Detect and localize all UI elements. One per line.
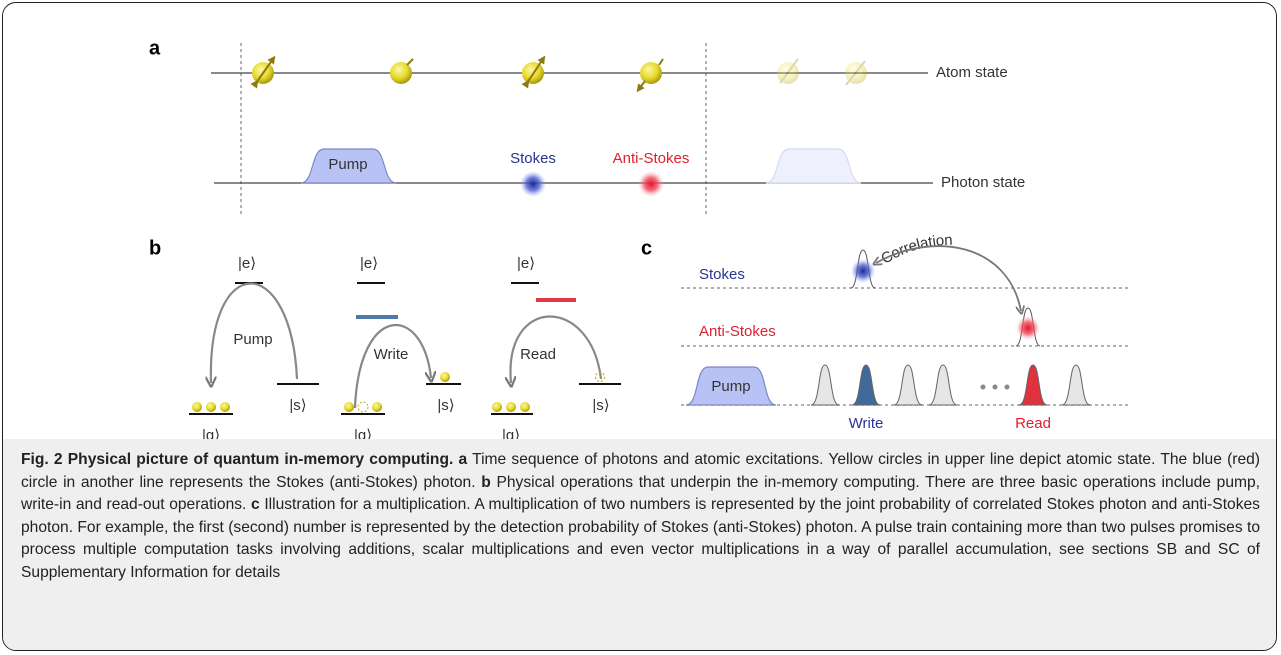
line-label: Photon state	[941, 174, 1025, 191]
pulse-label: Pump	[328, 156, 367, 173]
graphic	[344, 402, 354, 412]
operation-label: Write	[374, 346, 409, 363]
graphic	[659, 59, 663, 65]
ket: |s⟩	[592, 397, 609, 414]
ket: |s⟩	[437, 397, 454, 414]
graphic	[981, 385, 986, 390]
panel-label: a	[149, 37, 161, 59]
caption-panel-label: c	[251, 496, 260, 513]
pulse-label: Read	[1015, 415, 1051, 432]
operation-label: Pump	[233, 331, 272, 348]
ket: |e⟩	[360, 255, 378, 272]
pulse-train	[811, 365, 1090, 405]
level-diagram: |e⟩ |g⟩ |s⟩ Pump	[189, 255, 319, 439]
row-label: Stokes	[699, 266, 745, 283]
correlation-label: Correlation	[878, 232, 953, 268]
graphic	[811, 365, 839, 405]
ket: |g⟩	[354, 427, 372, 439]
graphic	[1062, 365, 1090, 405]
graphic	[506, 402, 516, 412]
ket: |e⟩	[238, 255, 256, 272]
anti-stokes-photon	[1016, 316, 1040, 340]
pulse-label: Pump	[711, 378, 750, 395]
graphic	[344, 372, 450, 412]
panel-label: c	[641, 237, 652, 259]
photon-label: Stokes	[510, 150, 556, 167]
level-diagram: |e⟩ |g⟩ |s⟩ Read	[491, 255, 621, 439]
caption-panel-label: b	[481, 474, 491, 491]
graphic	[492, 373, 605, 413]
figure: a Atom state Photon state Pump Stokes An…	[3, 3, 1277, 439]
graphic	[852, 365, 880, 405]
caption-title: Fig. 2 Physical picture of quantum in-me…	[21, 451, 453, 468]
graphic	[639, 81, 645, 89]
correlation-label: Correlation	[878, 232, 953, 268]
stokes-photon	[851, 259, 875, 283]
line-label: Atom state	[936, 64, 1008, 81]
graphic	[640, 62, 662, 84]
graphic	[407, 59, 413, 65]
graphic	[390, 62, 412, 84]
graphic	[192, 402, 202, 412]
figure-frame: a Atom state Photon state Pump Stokes An…	[2, 2, 1277, 651]
caption-panel-label: a	[459, 451, 468, 468]
caption: Fig. 2 Physical picture of quantum in-me…	[3, 439, 1277, 651]
atoms	[252, 59, 867, 89]
graphic	[1005, 385, 1010, 390]
graphic	[206, 402, 216, 412]
graphic	[981, 385, 1010, 390]
photon-label: Anti-Stokes	[613, 150, 690, 167]
ket: |s⟩	[289, 397, 306, 414]
row-label: Anti-Stokes	[699, 323, 776, 340]
stokes-photon	[520, 171, 546, 197]
ket: |g⟩	[502, 427, 520, 439]
graphic	[440, 372, 450, 382]
graphic	[220, 402, 230, 412]
level-diagram: |e⟩ |g⟩ |s⟩ Write	[341, 255, 461, 439]
pulse-label: Write	[849, 415, 884, 432]
graphic	[1019, 365, 1047, 405]
graphic	[929, 365, 957, 405]
graphic	[192, 402, 230, 412]
faded-pulse	[766, 149, 861, 183]
graphic	[894, 365, 922, 405]
operation-label: Read	[520, 346, 556, 363]
panel-label: b	[149, 237, 161, 259]
page: {"panel_a": {"label": "a", "atom_state":…	[0, 0, 1281, 655]
graphic	[358, 402, 368, 412]
anti-stokes-photon	[638, 171, 664, 197]
graphic	[355, 325, 431, 408]
graphic	[492, 402, 502, 412]
graphic	[777, 59, 867, 85]
graphic	[372, 402, 382, 412]
graphic	[993, 385, 998, 390]
ket: |g⟩	[202, 427, 220, 439]
graphic	[520, 402, 530, 412]
ket: |e⟩	[517, 255, 535, 272]
